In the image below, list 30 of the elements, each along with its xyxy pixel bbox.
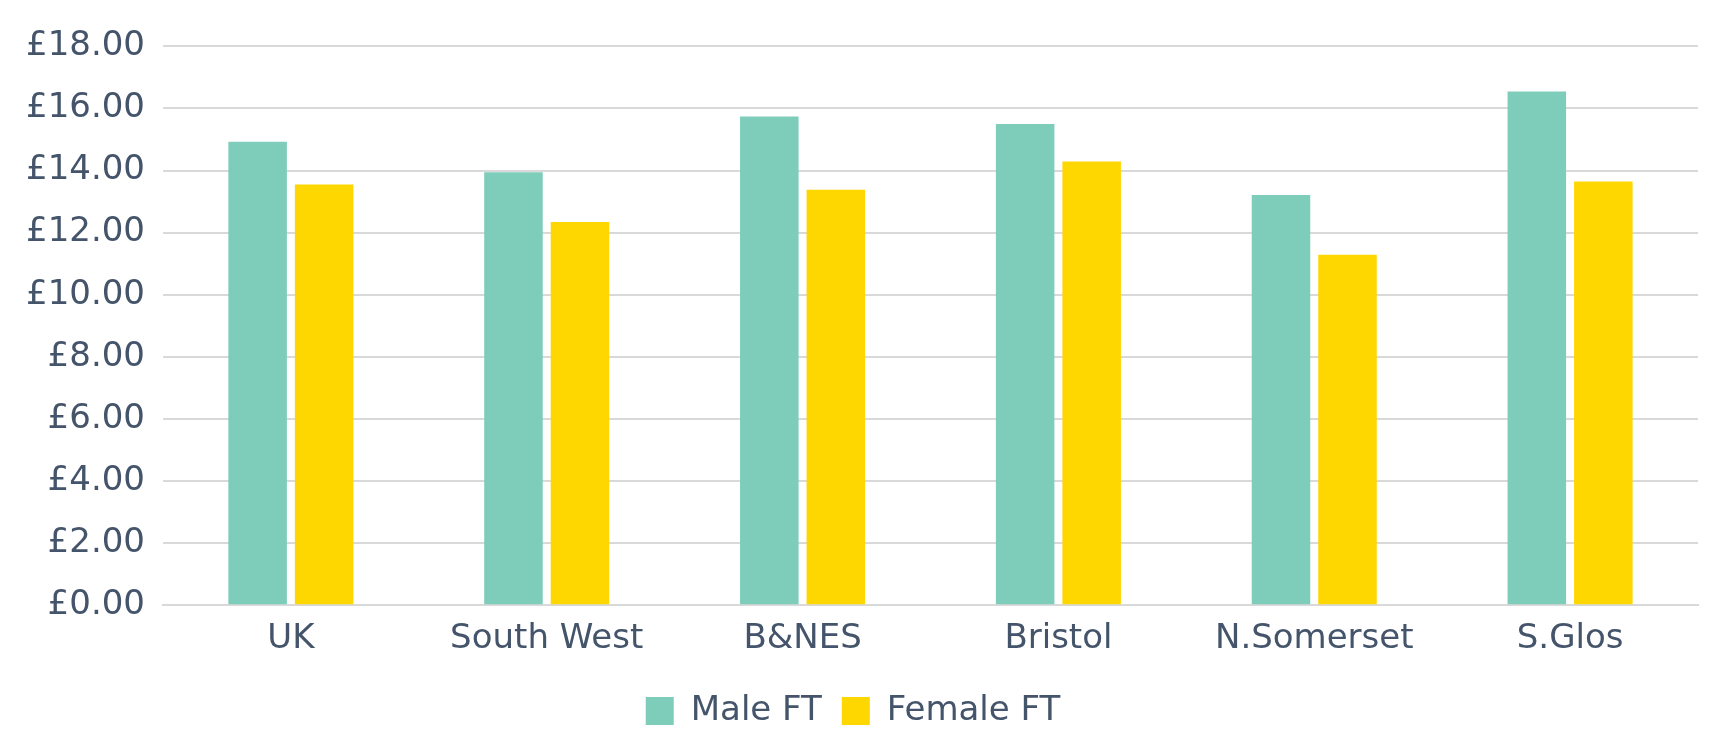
legend-label: Female FT: [886, 687, 1061, 728]
y-tick-label: £6.00: [47, 395, 145, 436]
x-tick-label: Bristol: [1004, 616, 1113, 657]
bar: [294, 184, 354, 605]
bar: [740, 116, 799, 605]
bar: [806, 189, 866, 605]
bar: [1251, 195, 1311, 605]
y-tick-label: £18.00: [26, 23, 145, 64]
y-tick-label: £4.00: [47, 457, 145, 498]
y-tick-label: £14.00: [26, 147, 145, 188]
bar: [1318, 254, 1377, 605]
x-tick-label: S.Glos: [1516, 616, 1624, 657]
bar: [550, 222, 610, 605]
y-tick-label: £12.00: [26, 209, 145, 250]
y-tick-label: £10.00: [26, 271, 145, 312]
y-tick-label: £2.00: [47, 519, 145, 560]
y-tick-label: £16.00: [26, 85, 145, 126]
x-tick-label: B&NES: [743, 616, 862, 657]
bar: [484, 172, 543, 605]
x-tick-label: N.Somerset: [1214, 616, 1414, 657]
y-tick-label: £8.00: [47, 333, 145, 374]
y-tick-label: £0.00: [47, 582, 145, 623]
bar: [1574, 181, 1633, 605]
bar: [228, 141, 287, 605]
bar: [1062, 161, 1121, 605]
legend-label: Male FT: [690, 687, 823, 728]
x-tick-label: South West: [450, 616, 644, 657]
x-tick-label: UK: [267, 616, 317, 657]
bar: [1507, 91, 1567, 605]
bar: [995, 124, 1055, 605]
